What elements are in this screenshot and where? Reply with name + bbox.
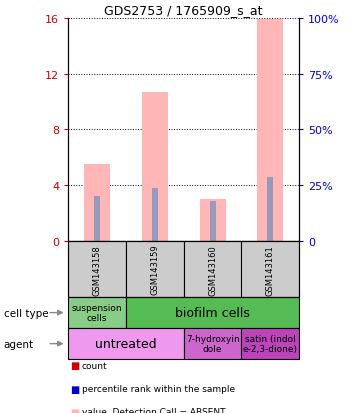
Text: biofilm cells: biofilm cells	[175, 306, 250, 319]
Text: GSM143160: GSM143160	[208, 244, 217, 295]
Text: GSM143158: GSM143158	[93, 244, 101, 295]
Bar	[210, 201, 216, 242]
Text: ■: ■	[70, 407, 79, 413]
Bar	[267, 178, 273, 242]
Text: percentile rank within the sample: percentile rank within the sample	[82, 384, 235, 393]
Text: satin (indol
e-2,3-dione): satin (indol e-2,3-dione)	[243, 334, 298, 354]
Text: untreated: untreated	[95, 337, 157, 350]
Bar	[257, 20, 284, 242]
Bar	[152, 189, 158, 242]
Text: suspension
cells: suspension cells	[72, 303, 122, 323]
Text: agent: agent	[4, 339, 34, 349]
Text: ■: ■	[70, 384, 79, 394]
Text: count: count	[82, 361, 107, 370]
Bar	[94, 197, 100, 242]
Text: value, Detection Call = ABSENT: value, Detection Call = ABSENT	[82, 407, 225, 413]
Bar	[199, 200, 226, 242]
Text: cell type: cell type	[4, 308, 48, 318]
Text: GSM143161: GSM143161	[266, 244, 275, 295]
Bar	[142, 93, 168, 242]
Text: 7-hydroxyin
dole: 7-hydroxyin dole	[186, 334, 239, 354]
Title: GDS2753 / 1765909_s_at: GDS2753 / 1765909_s_at	[105, 5, 263, 17]
Text: ■: ■	[70, 361, 79, 370]
Bar	[84, 165, 110, 242]
Text: GSM143159: GSM143159	[150, 244, 159, 295]
